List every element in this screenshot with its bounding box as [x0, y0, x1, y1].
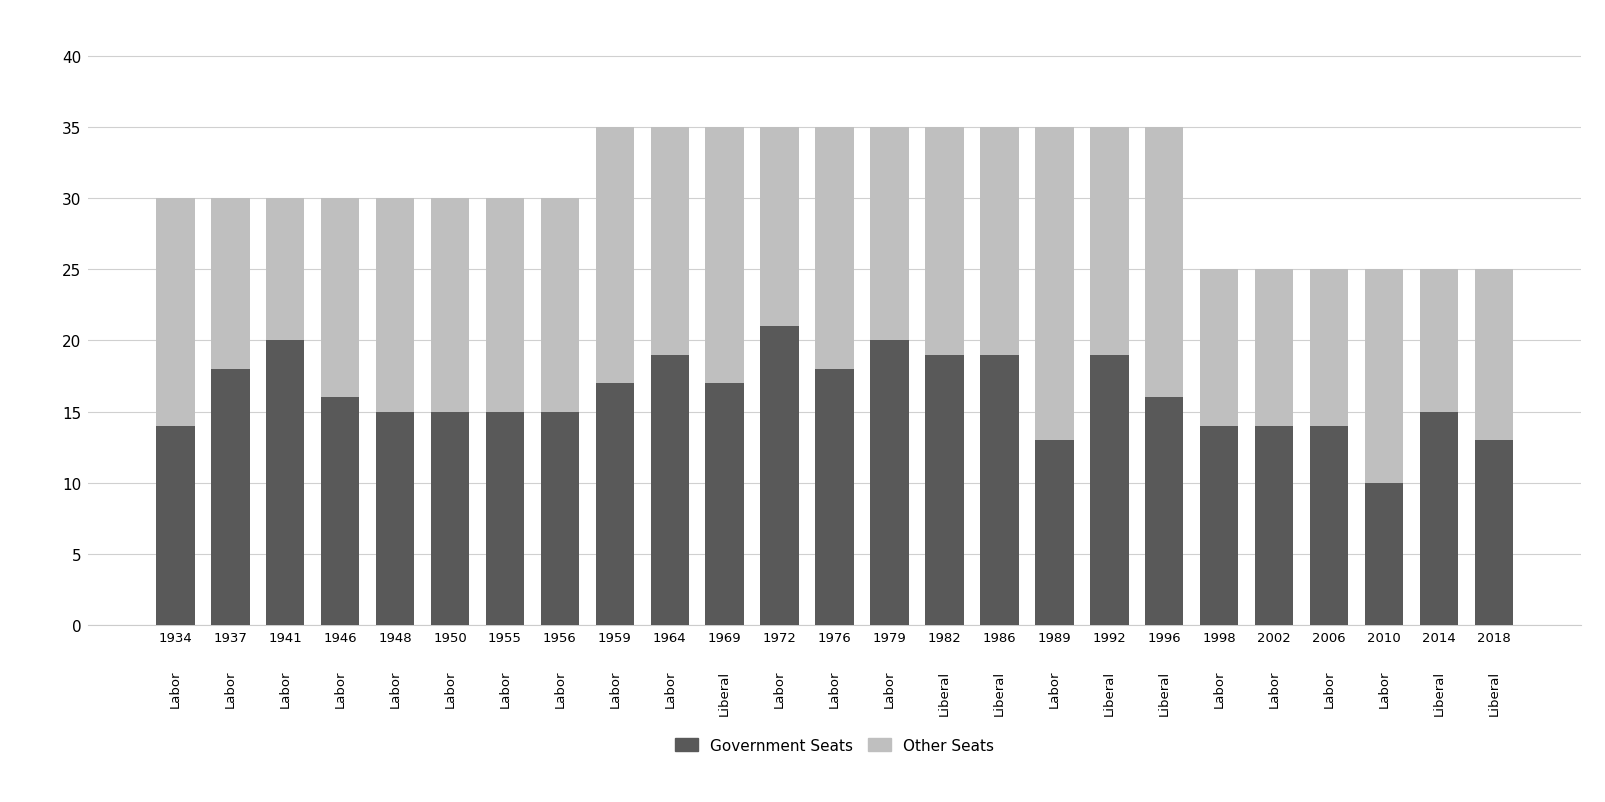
Bar — [266, 199, 305, 341]
Bar — [815, 128, 854, 370]
Bar — [1144, 128, 1183, 398]
Legend: Government Seats, Other Seats: Government Seats, Other Seats — [674, 738, 995, 753]
Bar — [430, 412, 469, 626]
Text: Labor: Labor — [388, 670, 401, 707]
Text: Liberal: Liberal — [1157, 670, 1170, 715]
Bar — [1475, 440, 1514, 626]
Bar — [1255, 270, 1294, 427]
Bar — [212, 370, 249, 626]
Bar — [706, 128, 745, 383]
Bar — [1420, 412, 1457, 626]
Text: Labor: Labor — [883, 670, 896, 707]
Bar — [924, 355, 963, 626]
Text: Labor: Labor — [1213, 670, 1226, 707]
Bar — [1255, 427, 1294, 626]
Bar — [1035, 440, 1074, 626]
Text: Labor: Labor — [1048, 670, 1061, 707]
Bar — [1475, 270, 1514, 440]
Bar — [815, 370, 854, 626]
Bar — [1090, 355, 1128, 626]
Text: Labor: Labor — [608, 670, 621, 707]
Text: Liberal: Liberal — [1488, 670, 1501, 715]
Text: Labor: Labor — [828, 670, 841, 707]
Bar — [595, 128, 634, 383]
Bar — [156, 427, 194, 626]
Bar — [924, 128, 963, 355]
Bar — [212, 199, 249, 370]
Bar — [650, 128, 689, 355]
Bar — [1090, 128, 1128, 355]
Bar — [486, 412, 525, 626]
Bar — [870, 341, 908, 626]
Text: Labor: Labor — [223, 670, 238, 707]
Text: Labor: Labor — [499, 670, 512, 707]
Text: Liberal: Liberal — [717, 670, 732, 715]
Bar — [156, 199, 194, 427]
Bar — [650, 355, 689, 626]
Bar — [321, 199, 360, 398]
Text: Labor: Labor — [1323, 670, 1335, 707]
Bar — [981, 355, 1019, 626]
Bar — [761, 327, 799, 626]
Bar — [981, 128, 1019, 355]
Bar — [1310, 270, 1348, 427]
Bar — [1420, 270, 1457, 412]
Bar — [430, 199, 469, 412]
Text: Liberal: Liberal — [993, 670, 1006, 715]
Text: Labor: Labor — [1268, 670, 1281, 707]
Bar — [595, 383, 634, 626]
Text: Labor: Labor — [169, 670, 181, 707]
Text: Labor: Labor — [554, 670, 567, 707]
Bar — [706, 383, 745, 626]
Text: Liberal: Liberal — [1432, 670, 1446, 715]
Bar — [870, 128, 908, 341]
Bar — [1201, 270, 1239, 427]
Bar — [761, 128, 799, 327]
Text: Liberal: Liberal — [1103, 670, 1115, 715]
Bar — [376, 412, 414, 626]
Text: Labor: Labor — [774, 670, 786, 707]
Bar — [1201, 427, 1239, 626]
Bar — [1364, 270, 1403, 484]
Bar — [1310, 427, 1348, 626]
Bar — [541, 199, 579, 412]
Text: Labor: Labor — [663, 670, 676, 707]
Bar — [541, 412, 579, 626]
Text: Liberal: Liberal — [937, 670, 952, 715]
Bar — [376, 199, 414, 412]
Bar — [266, 341, 305, 626]
Text: Labor: Labor — [1377, 670, 1390, 707]
Bar — [1144, 398, 1183, 626]
Bar — [1364, 484, 1403, 626]
Text: Labor: Labor — [279, 670, 292, 707]
Bar — [1035, 128, 1074, 440]
Bar — [486, 199, 525, 412]
Text: Labor: Labor — [443, 670, 456, 707]
Text: Labor: Labor — [334, 670, 347, 707]
Bar — [321, 398, 360, 626]
